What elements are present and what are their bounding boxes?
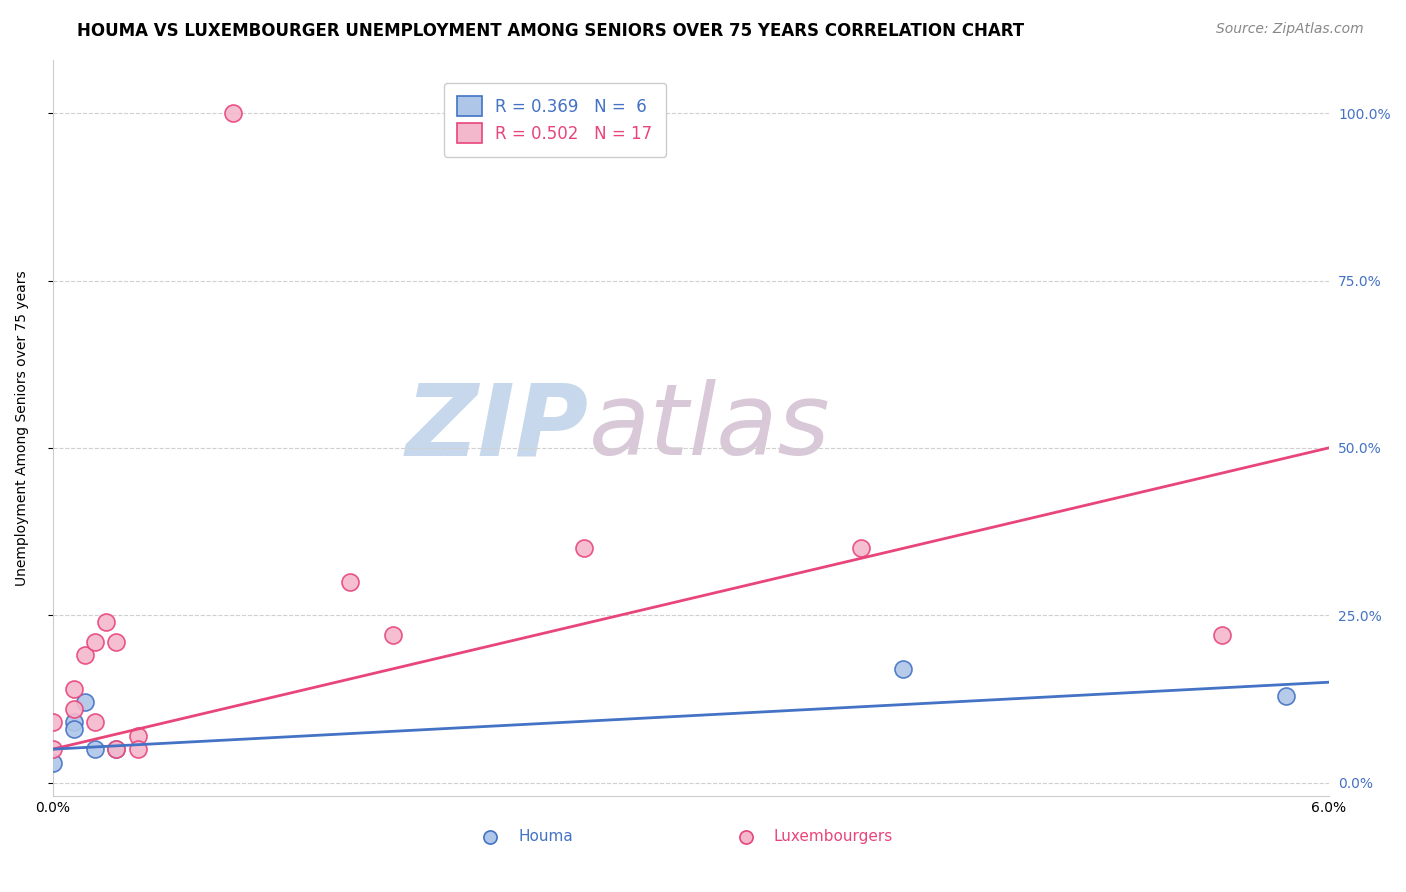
Point <box>63 702 86 716</box>
Point <box>127 729 149 743</box>
Point <box>63 681 86 696</box>
Text: Source: ZipAtlas.com: Source: ZipAtlas.com <box>1216 22 1364 37</box>
Point <box>84 715 107 730</box>
Point <box>63 715 86 730</box>
Point <box>222 106 245 120</box>
Text: atlas: atlas <box>589 379 830 476</box>
Point <box>381 628 404 642</box>
Point <box>41 756 63 770</box>
Point <box>105 742 128 756</box>
Text: Luxembourgers: Luxembourgers <box>773 829 893 844</box>
Point <box>891 662 914 676</box>
Text: Houma: Houma <box>519 829 574 844</box>
Point <box>574 541 596 556</box>
Point <box>1211 628 1233 642</box>
Point <box>73 695 96 709</box>
Point <box>127 742 149 756</box>
Y-axis label: Unemployment Among Seniors over 75 years: Unemployment Among Seniors over 75 years <box>15 270 30 586</box>
Text: HOUMA VS LUXEMBOURGER UNEMPLOYMENT AMONG SENIORS OVER 75 YEARS CORRELATION CHART: HOUMA VS LUXEMBOURGER UNEMPLOYMENT AMONG… <box>77 22 1025 40</box>
Point <box>41 742 63 756</box>
Point <box>105 635 128 649</box>
Point <box>94 615 117 629</box>
Point <box>1275 689 1298 703</box>
Point <box>105 742 128 756</box>
Point <box>84 635 107 649</box>
Point <box>84 742 107 756</box>
Legend: R = 0.369   N =  6, R = 0.502   N = 17: R = 0.369 N = 6, R = 0.502 N = 17 <box>444 83 666 157</box>
Text: ZIP: ZIP <box>405 379 589 476</box>
Point <box>73 648 96 663</box>
Point <box>41 715 63 730</box>
Point <box>63 722 86 736</box>
Point <box>849 541 872 556</box>
Point <box>339 574 361 589</box>
